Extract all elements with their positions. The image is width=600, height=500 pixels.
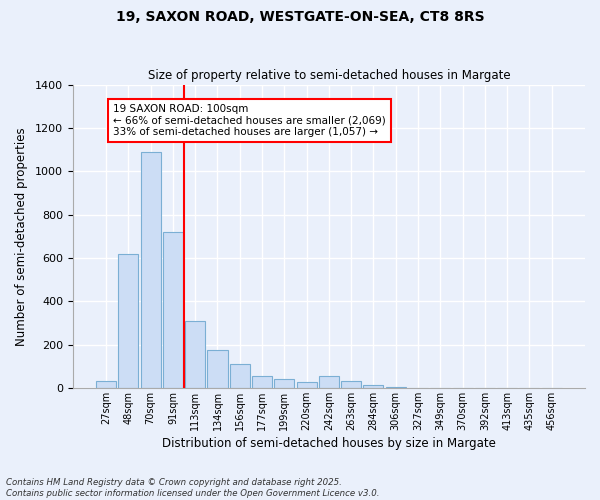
Bar bbox=[185, 320, 205, 388]
Text: 19, SAXON ROAD, WESTGATE-ON-SEA, CT8 8RS: 19, SAXON ROAD, WESTGATE-ON-SEA, CT8 8RS bbox=[116, 10, 484, 24]
Bar bbox=[230, 364, 250, 388]
Y-axis label: Number of semi-detached properties: Number of semi-detached properties bbox=[15, 127, 28, 346]
Bar bbox=[96, 382, 116, 388]
Bar bbox=[386, 387, 406, 388]
Bar bbox=[140, 152, 161, 388]
Text: 19 SAXON ROAD: 100sqm
← 66% of semi-detached houses are smaller (2,069)
33% of s: 19 SAXON ROAD: 100sqm ← 66% of semi-deta… bbox=[113, 104, 386, 138]
Bar bbox=[163, 232, 183, 388]
Title: Size of property relative to semi-detached houses in Margate: Size of property relative to semi-detach… bbox=[148, 69, 510, 82]
Bar bbox=[296, 382, 317, 388]
X-axis label: Distribution of semi-detached houses by size in Margate: Distribution of semi-detached houses by … bbox=[162, 437, 496, 450]
Bar bbox=[341, 382, 361, 388]
Bar bbox=[118, 254, 139, 388]
Text: Contains HM Land Registry data © Crown copyright and database right 2025.
Contai: Contains HM Land Registry data © Crown c… bbox=[6, 478, 380, 498]
Bar bbox=[274, 379, 295, 388]
Bar bbox=[364, 384, 383, 388]
Bar bbox=[252, 376, 272, 388]
Bar bbox=[319, 376, 339, 388]
Bar bbox=[208, 350, 227, 388]
